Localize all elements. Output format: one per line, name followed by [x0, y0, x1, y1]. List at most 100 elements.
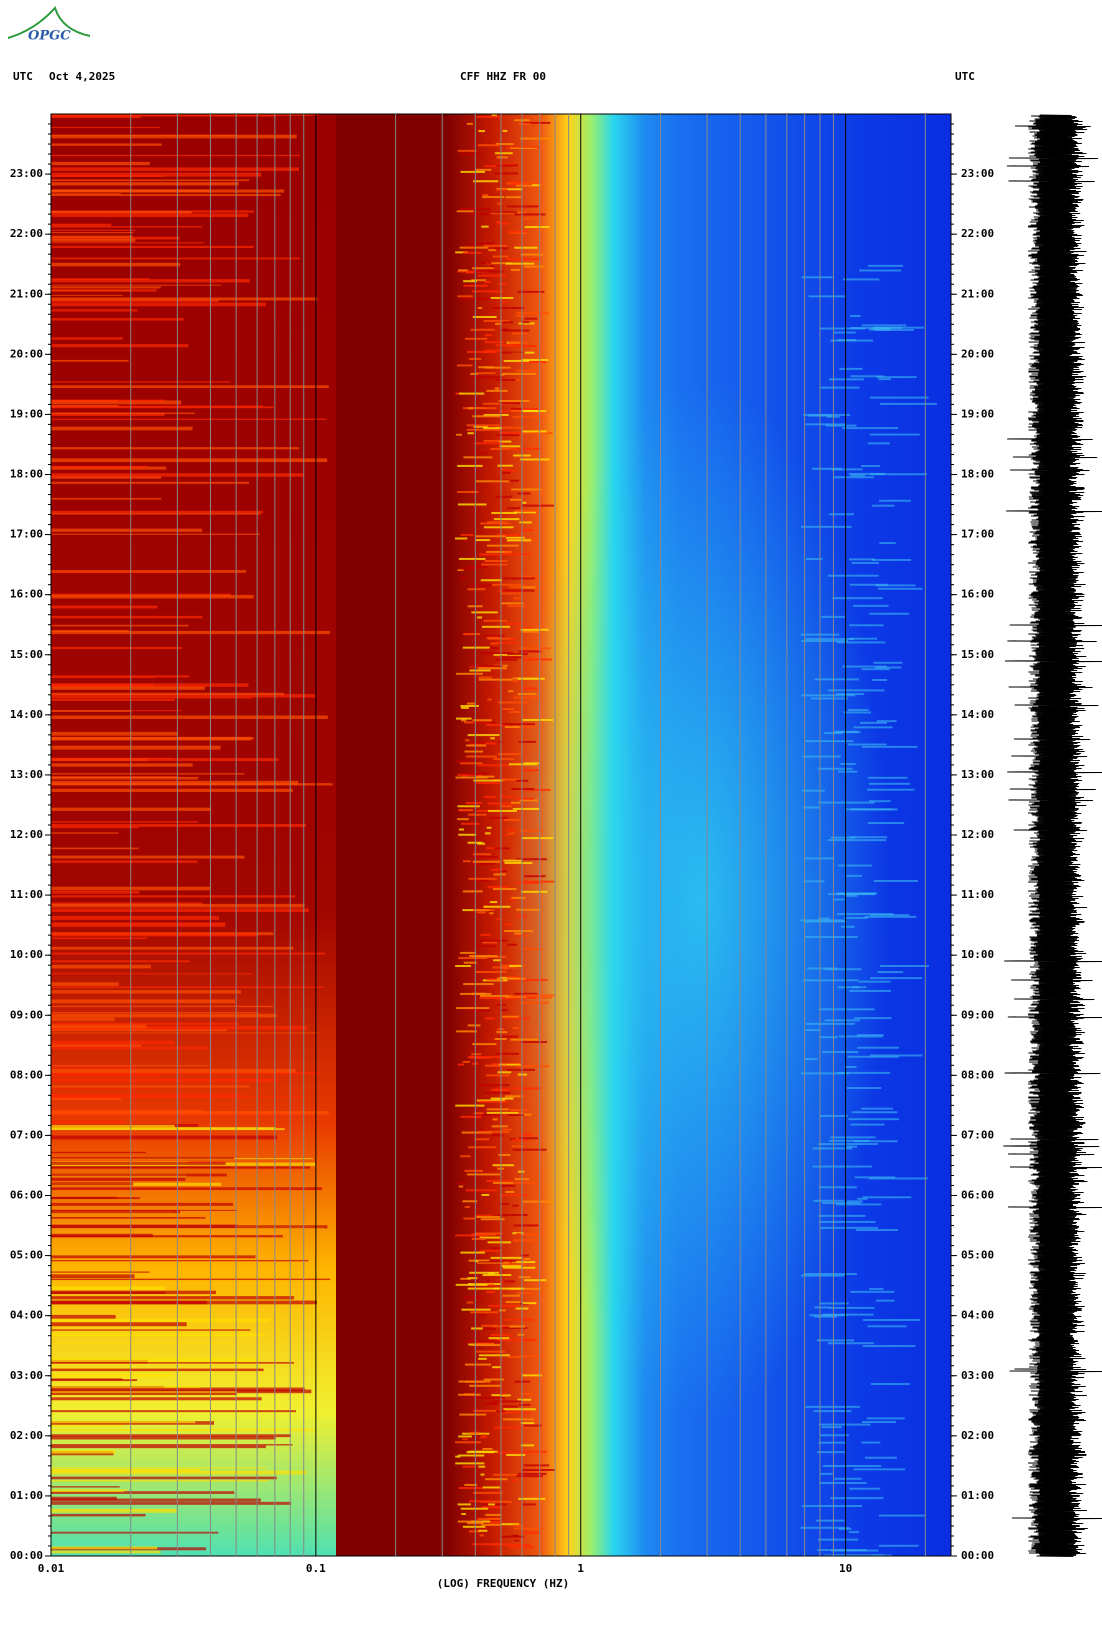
texture: [477, 274, 507, 277]
texture: [819, 327, 866, 330]
texture: [817, 1549, 867, 1552]
texture: [499, 445, 521, 448]
texture: [461, 539, 468, 542]
texture: [51, 1074, 161, 1077]
texture: [473, 425, 488, 428]
texture: [483, 619, 508, 622]
texture: [483, 413, 509, 416]
texture: [850, 315, 861, 318]
texture: [474, 1232, 503, 1235]
texture: [519, 521, 532, 524]
texture: [849, 836, 888, 839]
texture: [512, 1087, 542, 1090]
texture: [51, 832, 119, 834]
texture: [51, 447, 300, 450]
texture: [830, 1136, 876, 1139]
texture: [497, 1071, 512, 1074]
texture: [839, 367, 863, 370]
texture: [501, 1523, 520, 1526]
texture: [518, 1355, 541, 1358]
texture: [801, 639, 849, 642]
texture: [861, 668, 890, 671]
texture: [873, 328, 914, 331]
texture: [51, 1410, 296, 1413]
texture: [51, 1022, 239, 1025]
texture: [509, 638, 517, 641]
texture: [879, 402, 937, 405]
texture: [871, 678, 888, 681]
texture: [51, 629, 129, 632]
texture: [476, 1056, 490, 1059]
texture: [478, 1260, 504, 1263]
texture: [497, 1214, 528, 1217]
texture: [494, 172, 518, 175]
texture: [517, 1333, 525, 1336]
texture: [490, 1134, 504, 1137]
y-tick-label-right: 08:00: [961, 1068, 994, 1081]
texture: [490, 1088, 509, 1091]
texture: [470, 1311, 498, 1314]
texture: [862, 1196, 912, 1199]
texture: [514, 511, 537, 514]
texture: [836, 1554, 884, 1556]
texture: [862, 1318, 920, 1321]
texture: [51, 902, 202, 906]
texture: [51, 1255, 256, 1259]
texture: [51, 1066, 134, 1069]
texture: [478, 1130, 510, 1133]
texture: [847, 708, 869, 711]
texture: [51, 1496, 117, 1501]
texture: [512, 696, 542, 699]
texture: [493, 1181, 513, 1184]
texture: [522, 1468, 556, 1471]
texture: [455, 1441, 482, 1444]
texture: [457, 569, 464, 572]
texture: [509, 408, 539, 411]
texture: [800, 1274, 845, 1277]
texture: [51, 466, 167, 470]
texture: [879, 965, 929, 968]
y-tick-label-right: 23:00: [961, 167, 994, 180]
texture: [51, 1012, 259, 1014]
texture: [51, 952, 325, 955]
texture: [505, 262, 535, 265]
texture: [851, 1111, 898, 1114]
texture: [462, 774, 468, 777]
texture: [519, 647, 551, 650]
texture: [51, 1046, 209, 1050]
texture: [856, 1197, 868, 1200]
texture: [51, 571, 177, 573]
texture: [51, 1491, 235, 1494]
texture: [51, 115, 141, 119]
texture: [472, 992, 486, 995]
texture: [820, 1434, 849, 1437]
texture: [502, 552, 530, 555]
texture: [500, 795, 515, 798]
texture: [486, 847, 501, 850]
texture: [515, 858, 547, 861]
texture: [468, 877, 497, 880]
texture: [51, 1467, 267, 1469]
texture: [861, 1441, 881, 1444]
texture: [849, 1487, 881, 1490]
y-tick-label: 15:00: [10, 648, 43, 661]
texture: [506, 146, 540, 149]
texture: [455, 1234, 489, 1237]
texture: [504, 551, 512, 554]
texture: [456, 672, 483, 675]
texture: [461, 1131, 493, 1134]
texture: [800, 1072, 849, 1075]
texture: [51, 922, 226, 925]
texture: [852, 986, 867, 989]
texture: [502, 1394, 511, 1397]
texture: [51, 1476, 277, 1480]
texture: [514, 1524, 524, 1527]
texture: [51, 1157, 235, 1159]
texture: [826, 424, 857, 427]
texture: [468, 213, 491, 216]
texture: [462, 860, 471, 863]
texture: [522, 121, 551, 124]
texture: [473, 721, 496, 724]
y-tick-label-right: 18:00: [961, 468, 994, 481]
texture: [803, 1273, 857, 1276]
